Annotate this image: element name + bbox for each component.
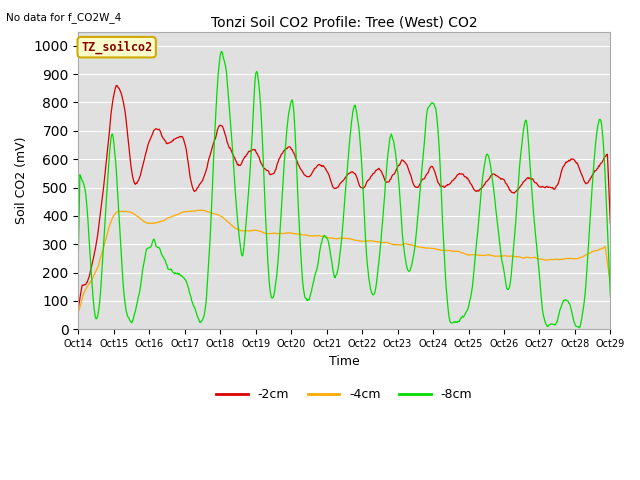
-4cm [222, 217, 230, 223]
-4cm [193, 208, 200, 214]
-8cm [84, 218, 92, 224]
-4cm [139, 217, 147, 223]
Text: TZ_soilco2: TZ_soilco2 [81, 40, 152, 54]
-4cm [425, 245, 433, 251]
Y-axis label: Soil CO2 (mV): Soil CO2 (mV) [15, 137, 28, 224]
-8cm [425, 104, 433, 109]
Legend: -2cm, -4cm, -8cm: -2cm, -4cm, -8cm [211, 384, 477, 407]
-8cm [139, 266, 147, 272]
Text: No data for f_CO2W_4: No data for f_CO2W_4 [6, 12, 122, 23]
-2cm [607, 220, 614, 226]
-2cm [113, 83, 121, 88]
-8cm [193, 312, 200, 317]
-2cm [222, 133, 230, 139]
-2cm [425, 167, 433, 173]
Line: -8cm: -8cm [79, 52, 611, 328]
-2cm [194, 185, 202, 191]
-8cm [607, 294, 614, 300]
-2cm [84, 277, 92, 283]
-8cm [222, 64, 230, 70]
Title: Tonzi Soil CO2 Profile: Tree (West) CO2: Tonzi Soil CO2 Profile: Tree (West) CO2 [211, 15, 477, 29]
-8cm [75, 248, 83, 253]
-2cm [410, 181, 417, 187]
-8cm [410, 252, 417, 258]
-8cm [218, 49, 226, 55]
-4cm [197, 207, 205, 213]
-8cm [575, 325, 583, 331]
-4cm [410, 243, 417, 249]
Line: -2cm: -2cm [79, 85, 611, 307]
-2cm [140, 160, 147, 166]
-4cm [84, 283, 92, 288]
Line: -4cm: -4cm [79, 210, 611, 312]
-4cm [607, 281, 614, 287]
-2cm [75, 304, 83, 310]
-4cm [75, 310, 83, 315]
X-axis label: Time: Time [329, 355, 360, 368]
